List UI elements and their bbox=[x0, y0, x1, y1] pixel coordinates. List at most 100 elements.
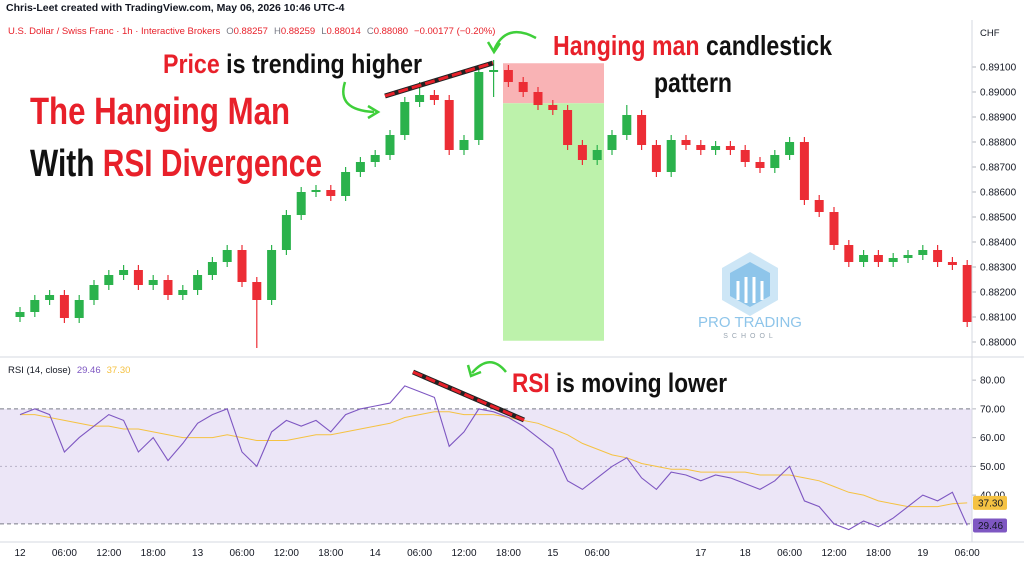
x-tick-label: 12:00 bbox=[821, 548, 846, 559]
x-tick-label: 12:00 bbox=[451, 548, 476, 559]
y-tick-label: 0.89100 bbox=[980, 63, 1017, 74]
candle-body bbox=[489, 70, 499, 72]
candle-body bbox=[548, 105, 558, 110]
candle-body bbox=[829, 212, 839, 245]
candle-body bbox=[30, 300, 40, 312]
candle-body bbox=[681, 140, 691, 145]
logo-text: PRO TRADING bbox=[698, 314, 802, 331]
annotation-part: RSI Divergence bbox=[103, 143, 322, 185]
candle-body bbox=[725, 146, 735, 150]
candle-body bbox=[400, 102, 410, 135]
candle-body bbox=[385, 135, 395, 155]
arrowhead bbox=[466, 364, 482, 378]
candle-body bbox=[859, 255, 869, 262]
annotations: Price is trending higher The Hanging Man W… bbox=[30, 30, 832, 398]
candle-body bbox=[281, 215, 291, 250]
candle-body bbox=[873, 255, 883, 262]
annotation-part: is trending higher bbox=[226, 49, 422, 79]
candle-body bbox=[903, 255, 913, 258]
annotation: Hanging man candlestick bbox=[553, 30, 832, 61]
arrow bbox=[471, 361, 507, 374]
candle-body bbox=[577, 145, 587, 160]
quote-label: C bbox=[367, 26, 374, 37]
x-tick-label: 19 bbox=[917, 548, 929, 559]
candle-body bbox=[918, 250, 928, 255]
annotation: pattern bbox=[654, 67, 732, 98]
annotation-part: candlestick bbox=[706, 30, 832, 61]
candle-body bbox=[163, 280, 173, 295]
annotation-part: Price bbox=[163, 49, 220, 79]
candle-body bbox=[740, 150, 750, 162]
x-tick-label: 18 bbox=[740, 548, 752, 559]
annotation-part: Hanging man bbox=[553, 30, 700, 61]
candle-body bbox=[15, 312, 25, 317]
annotation: The Hanging Man bbox=[30, 91, 290, 133]
y-tick-label: 0.88300 bbox=[980, 263, 1017, 274]
last-value-badge bbox=[973, 518, 1007, 533]
candle-body bbox=[607, 135, 617, 150]
candle-body bbox=[844, 245, 854, 262]
annotation-part: is moving lower bbox=[556, 368, 727, 398]
candle-body bbox=[133, 270, 143, 285]
quote-value: 0.88259 bbox=[281, 26, 315, 37]
x-tick-label: 06:00 bbox=[229, 548, 254, 559]
x-tick-label: 12:00 bbox=[274, 548, 299, 559]
y-tick-label: 0.88100 bbox=[980, 313, 1017, 324]
rsi-legend-value: 29.46 bbox=[77, 365, 101, 376]
candle-body bbox=[429, 95, 439, 100]
candle-body bbox=[252, 282, 262, 300]
candle-body bbox=[799, 142, 809, 200]
x-tick-label: 18:00 bbox=[496, 548, 521, 559]
y-tick-label: 80.00 bbox=[980, 376, 1005, 387]
x-tick-label: 06:00 bbox=[407, 548, 432, 559]
x-tick-label: 12:00 bbox=[96, 548, 121, 559]
x-tick-label: 18:00 bbox=[141, 548, 166, 559]
target-zone bbox=[503, 103, 604, 341]
quote-label: O bbox=[226, 26, 233, 37]
candle-body bbox=[341, 172, 351, 196]
candle-body bbox=[696, 145, 706, 150]
position-tool bbox=[503, 63, 604, 341]
quote-value: 0.88080 bbox=[374, 26, 408, 37]
x-tick-label: 13 bbox=[192, 548, 204, 559]
x-tick-label: 15 bbox=[547, 548, 559, 559]
candle-body bbox=[89, 285, 99, 300]
arrowhead bbox=[367, 104, 381, 120]
annotation-part: With bbox=[30, 143, 94, 185]
y-tick-label: 0.89000 bbox=[980, 88, 1017, 99]
candle-body bbox=[74, 300, 84, 318]
x-tick-label: 14 bbox=[370, 548, 382, 559]
candle-body bbox=[503, 70, 513, 82]
currency: CHF bbox=[980, 28, 1000, 39]
y-tick-label: 0.88500 bbox=[980, 213, 1017, 224]
candle-body bbox=[59, 295, 69, 318]
candle-body bbox=[814, 200, 824, 212]
candle-body bbox=[933, 250, 943, 262]
last-value-badge bbox=[973, 495, 1007, 510]
candle-body bbox=[178, 290, 188, 295]
quote-value: 0.88014 bbox=[326, 26, 360, 37]
candle-body bbox=[785, 142, 795, 155]
y-tick-label: 0.88700 bbox=[980, 163, 1017, 174]
candle-body bbox=[637, 115, 647, 145]
quote-change: −0.00177 (−0.20%) bbox=[414, 26, 495, 37]
quote-label: L bbox=[321, 26, 326, 37]
x-tick-label: 06:00 bbox=[777, 548, 802, 559]
candle-body bbox=[267, 250, 277, 300]
last-value-label: 29.46 bbox=[978, 521, 1003, 532]
symbol-title: U.S. Dollar / Swiss Franc · 1h · Interac… bbox=[8, 26, 220, 37]
candle-body bbox=[444, 100, 454, 150]
y-tick-label: 0.88900 bbox=[980, 113, 1017, 124]
candle-body bbox=[711, 146, 721, 150]
candle-body bbox=[45, 295, 55, 300]
y-tick-label: 60.00 bbox=[980, 433, 1005, 444]
logo: PRO TRADING SCHOOL bbox=[698, 252, 802, 340]
candle-body bbox=[104, 275, 114, 285]
arrow bbox=[342, 81, 375, 114]
annotation-part: RSI bbox=[512, 368, 550, 398]
rsi-trendline-dash bbox=[412, 370, 525, 422]
x-tick-label: 18:00 bbox=[866, 548, 891, 559]
candle-body bbox=[533, 92, 543, 105]
logo-cube bbox=[730, 262, 770, 307]
candle-body bbox=[148, 280, 158, 285]
